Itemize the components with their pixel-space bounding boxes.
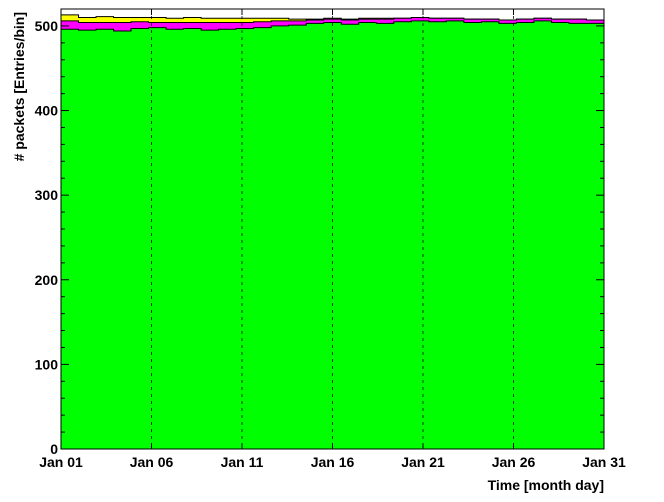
y-tick-label: 300 bbox=[35, 187, 59, 203]
series-0-outline bbox=[61, 20, 604, 32]
x-tick-label: Jan 16 bbox=[311, 454, 355, 470]
y-tick-label: 400 bbox=[35, 103, 59, 119]
y-tick-label: 500 bbox=[35, 18, 59, 34]
grid-layer bbox=[151, 9, 514, 449]
x-tick-label: Jan 26 bbox=[492, 454, 536, 470]
y-tick-label: 200 bbox=[35, 272, 59, 288]
x-tick-label: Jan 01 bbox=[39, 454, 83, 470]
y-axis-label: # packets [Entries/bin] bbox=[11, 12, 27, 161]
series-1-outline bbox=[61, 16, 604, 24]
x-tick-label: Jan 21 bbox=[401, 454, 445, 470]
x-tick-label: Jan 11 bbox=[221, 454, 264, 470]
y-tick-label: 100 bbox=[35, 356, 59, 372]
axis-layer: Jan 01 Jan 06 Jan 11 Jan 16 Jan 21 Jan 26 Jan … bbox=[35, 8, 626, 470]
x-axis-label: Time [month day] bbox=[488, 477, 604, 493]
x-tick-label: Jan 31 bbox=[582, 454, 626, 470]
x-tick-label: Jan 06 bbox=[130, 454, 174, 470]
y-tick-label: 0 bbox=[50, 441, 58, 457]
plot-area-layer bbox=[61, 9, 604, 450]
